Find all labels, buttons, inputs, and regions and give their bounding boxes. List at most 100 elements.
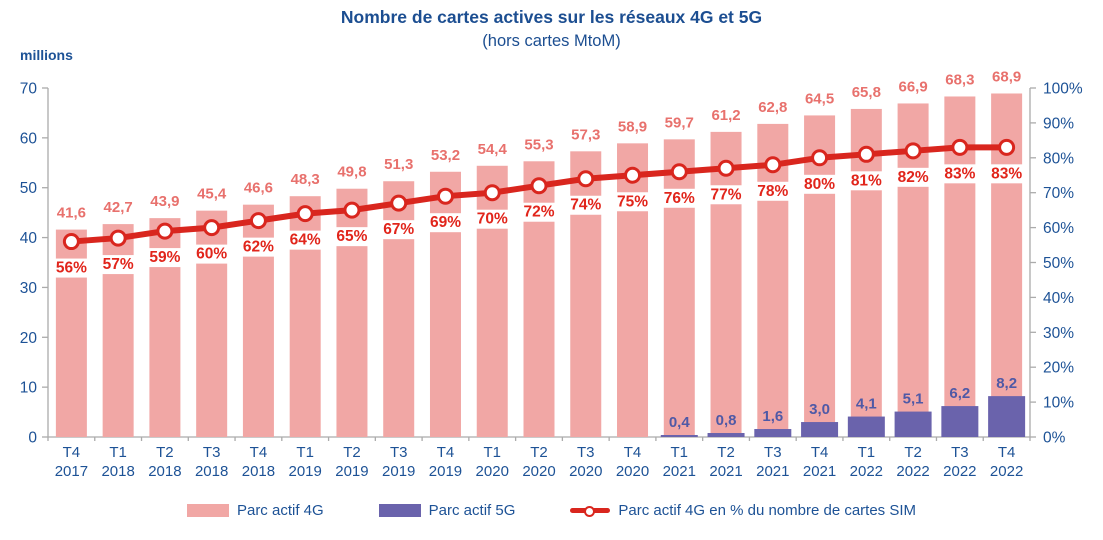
x-tick-label-quarter: T4	[63, 444, 81, 461]
pct-label: 77%	[711, 186, 742, 203]
bar-4g	[663, 139, 695, 438]
pct-label-bg	[193, 244, 230, 264]
pct-label: 75%	[617, 193, 648, 210]
bar-4g-value-label: 68,3	[945, 71, 974, 88]
x-tick-label-quarter: T2	[717, 444, 735, 461]
pct-label-bg	[568, 195, 604, 215]
x-tick-label-quarter: T3	[203, 444, 221, 461]
bar-5g-value-label: 8,2	[996, 375, 1017, 392]
x-tick-label-year: 2021	[756, 463, 789, 480]
bar-5g	[707, 433, 745, 437]
pct-label-bg	[427, 213, 464, 233]
bar-5g-value-label: 0,8	[716, 412, 737, 429]
legend-item-4g: Parc actif 4G	[186, 502, 324, 519]
x-tick-label-quarter: T3	[390, 444, 408, 461]
pct-line-marker	[764, 156, 782, 174]
bar-4g	[804, 115, 836, 437]
pct-line-marker	[390, 194, 408, 212]
bar-4g	[476, 165, 508, 437]
pct-line-marker	[203, 219, 221, 237]
x-tick-label-year: 2020	[522, 463, 555, 480]
y-axis-right-tick-label: 30%	[1043, 325, 1074, 342]
bar-4g-value-label: 65,8	[852, 84, 881, 101]
pct-label-bg	[988, 164, 1025, 184]
bar-5g	[660, 435, 698, 437]
pct-label: 80%	[804, 176, 835, 193]
x-tick-label-quarter: T1	[858, 444, 876, 461]
pct-label-bg	[801, 174, 838, 194]
pct-label: 83%	[991, 165, 1022, 182]
x-tick-label-quarter: T4	[998, 444, 1016, 461]
x-tick-label-year: 2018	[148, 463, 181, 480]
pct-line-marker	[343, 201, 361, 219]
pct-line-marker	[483, 184, 501, 202]
bar-5g-value-label: 6,2	[949, 385, 970, 402]
pct-line-marker	[530, 177, 548, 195]
pct-label-bg	[521, 202, 557, 222]
x-tick-label-year: 2020	[616, 463, 649, 480]
bar-5g-value-label: 5,1	[903, 391, 924, 408]
bar-4g-value-label: 43,9	[150, 193, 179, 210]
pct-line-marker	[109, 229, 127, 247]
bar-4g-value-label: 62,8	[758, 99, 787, 116]
x-tick-label-year: 2021	[803, 463, 836, 480]
x-tick-label-quarter: T3	[951, 444, 969, 461]
x-tick-label-year: 2019	[382, 463, 415, 480]
x-tick-label-year: 2020	[569, 463, 602, 480]
bar-5g	[894, 411, 932, 437]
legend-line-marker-icon	[570, 504, 611, 518]
bar-4g	[429, 171, 461, 437]
pct-line-marker	[577, 170, 595, 188]
pct-label: 82%	[898, 169, 929, 186]
pct-line-marker	[951, 138, 969, 156]
legend-item-5g: Parc actif 5G	[378, 502, 515, 519]
pct-line-marker	[904, 142, 922, 160]
x-tick-label-quarter: T4	[250, 444, 268, 461]
y-axis-left-tick-label: 0	[28, 430, 37, 447]
pct-line-marker	[670, 163, 688, 181]
bar-4g	[570, 151, 602, 437]
bar-4g-value-label: 54,4	[478, 141, 508, 158]
bar-4g	[710, 131, 742, 438]
x-tick-label-year: 2021	[663, 463, 696, 480]
x-tick-label-quarter: T3	[577, 444, 595, 461]
pct-label: 60%	[196, 246, 227, 263]
bar-4g-value-label: 48,3	[291, 171, 320, 188]
bar-5g-value-label: 0,4	[669, 414, 691, 431]
bar-4g	[850, 108, 882, 437]
pct-label-bg	[147, 248, 183, 268]
pct-label: 83%	[944, 165, 975, 182]
x-tick-label-quarter: T4	[624, 444, 642, 461]
y-axis-left-tick-label: 60	[20, 130, 38, 147]
pct-label: 65%	[336, 228, 367, 245]
x-tick-label-year: 2018	[195, 463, 228, 480]
y-axis-right-tick-label: 40%	[1043, 290, 1074, 307]
pct-line-marker	[624, 166, 642, 184]
pct-label-bg	[334, 227, 370, 247]
pct-label: 70%	[477, 211, 508, 228]
bar-4g-value-label: 51,3	[384, 156, 413, 173]
x-tick-label-year: 2022	[896, 463, 929, 480]
pct-label: 69%	[430, 214, 461, 231]
pct-label: 59%	[149, 249, 180, 266]
pct-line-marker	[436, 187, 454, 205]
chart-subtitle: (hors cartes MtoM)	[482, 32, 621, 50]
x-tick-label-quarter: T2	[530, 444, 548, 461]
x-tick-label-year: 2019	[335, 463, 368, 480]
bar-4g-value-label: 53,2	[431, 147, 460, 164]
bar-4g-value-label: 66,9	[898, 78, 927, 95]
bar-4g	[757, 123, 789, 437]
bar-4g-value-label: 68,9	[992, 68, 1021, 85]
y-axis-right-tick-label: 0%	[1043, 430, 1066, 447]
legend-swatch-5g-icon	[378, 504, 421, 517]
bar-4g-value-label: 42,7	[104, 199, 133, 216]
legend: Parc actif 4G Parc actif 5G Parc actif 4…	[0, 502, 1103, 519]
pct-label: 56%	[56, 260, 87, 277]
pct-label-bg	[895, 167, 931, 187]
legend-label-4g: Parc actif 4G	[236, 502, 324, 519]
pct-label: 57%	[103, 256, 134, 273]
pct-label: 74%	[570, 197, 601, 214]
pct-line-marker	[717, 159, 735, 177]
y-axis-left-tick-label: 10	[20, 380, 38, 397]
y-axis-right-tick-label: 50%	[1043, 255, 1074, 272]
